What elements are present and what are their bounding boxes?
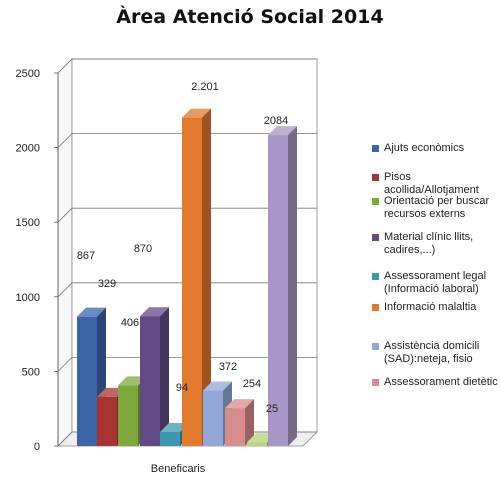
gridline — [57, 207, 317, 223]
chart-title: Àrea Atenció Social 2014 — [116, 6, 384, 28]
data-label: 254 — [243, 378, 261, 390]
side-wall — [57, 58, 73, 447]
legend-label: Assessorament legal (Informació laboral) — [384, 270, 487, 295]
gridline — [57, 356, 317, 372]
data-label: 870 — [134, 243, 152, 255]
bar-side — [202, 108, 211, 446]
bar-top — [77, 307, 106, 317]
bar-side — [245, 399, 254, 446]
bar-top — [225, 399, 254, 409]
bar-front — [140, 316, 160, 446]
bar-top — [140, 307, 169, 317]
y-tick-label: 500 — [22, 366, 40, 378]
legend-label: Pisos acollida/Allotjament — [384, 171, 479, 196]
legend-label: Informació malaltia — [384, 301, 477, 313]
bar-front — [247, 442, 267, 446]
data-label: 406 — [121, 317, 139, 329]
bar-side — [288, 126, 297, 446]
bar-top — [268, 126, 297, 136]
data-label: 372 — [219, 361, 237, 373]
legend-swatch — [372, 273, 379, 280]
legend-swatch — [372, 304, 379, 311]
gridline — [57, 58, 317, 74]
gridline — [57, 133, 317, 148]
y-axis: 0 500 1000 1500 2000 2500 — [16, 68, 59, 453]
bar-front — [97, 396, 117, 446]
bar — [268, 126, 297, 446]
data-label: 2084 — [264, 115, 288, 127]
data-labels: 867 329 406 870 94 2.201 372 254 25 2084 — [77, 81, 288, 415]
bar-front — [268, 135, 288, 446]
bar-top — [182, 108, 211, 118]
data-label: 25 — [266, 403, 278, 415]
bar-front — [160, 431, 180, 446]
bar-front — [225, 408, 245, 446]
bar — [140, 307, 169, 446]
legend-swatch — [372, 343, 379, 350]
bar-front — [203, 390, 223, 446]
legend-label: Assessorament dietètic — [384, 376, 498, 388]
y-tick-label: 2000 — [16, 143, 40, 155]
bar — [225, 399, 254, 446]
y-tick-label: 2500 — [16, 68, 40, 80]
legend-label: Material clínic llits, cadires,...) — [384, 231, 474, 256]
legend-swatch — [372, 379, 379, 386]
y-tick-label: 1500 — [16, 217, 40, 229]
y-tick-label: 0 — [34, 441, 40, 453]
data-label: 867 — [77, 250, 95, 262]
x-axis-categories: Beneficaris — [151, 463, 206, 475]
legend-label: Assistència domicili (SAD):neteja, fisio — [384, 340, 480, 365]
bar-top — [118, 376, 147, 386]
bars — [77, 108, 297, 446]
legend-swatch — [372, 174, 379, 181]
legend-swatch — [372, 198, 379, 205]
data-label: 329 — [98, 278, 116, 290]
bar — [182, 108, 211, 446]
gridline — [57, 282, 317, 298]
bar-front — [182, 117, 202, 446]
legend-label: Ajuts econòmics — [384, 142, 465, 154]
bar-side — [160, 307, 169, 446]
bar-front — [118, 385, 138, 446]
y-tick-label: 1000 — [16, 292, 40, 304]
legend-swatch — [372, 145, 379, 152]
bar-top — [203, 381, 232, 391]
gridlines — [57, 58, 317, 447]
bar-front — [77, 316, 97, 446]
data-label: 2.201 — [191, 81, 219, 93]
bar-top — [160, 422, 189, 432]
x-category-label: Beneficaris — [151, 463, 206, 475]
legend-swatch — [372, 234, 379, 241]
legend-label: Orientació per buscar recursos externs — [384, 195, 490, 220]
data-label: 94 — [176, 382, 188, 394]
